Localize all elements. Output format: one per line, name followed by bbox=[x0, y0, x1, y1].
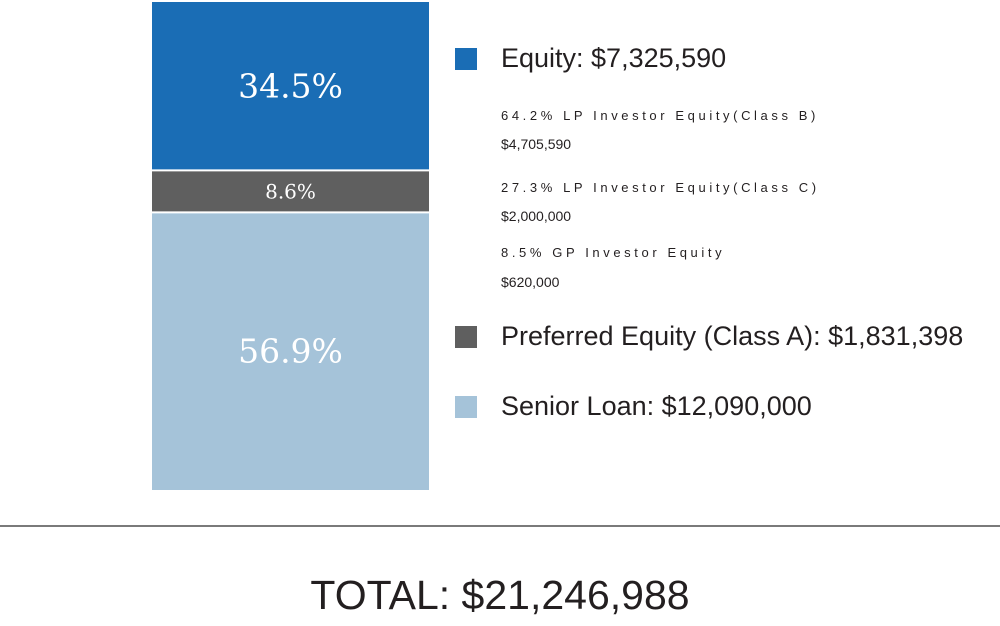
bar-segment-preferred-equity-class-a bbox=[152, 170, 429, 213]
bar-segment-senior-loan bbox=[152, 212, 429, 490]
equity-class-c-label: 27.3% LP Investor Equity(Class C) bbox=[501, 180, 820, 195]
legend-label-preferred-equity: Preferred Equity (Class A): $1,831,398 bbox=[501, 321, 964, 351]
equity-class-b-label: 64.2% LP Investor Equity(Class B) bbox=[501, 108, 819, 123]
equity-gp-label: 8.5% GP Investor Equity bbox=[501, 245, 726, 260]
divider-line bbox=[0, 525, 1000, 527]
legend-label-equity: Equity: $7,325,590 bbox=[501, 43, 727, 73]
legend-item-equity: Equity: $7,325,590 bbox=[455, 43, 726, 74]
stacked-bar-chart: 34.5% 8.6% 56.9% bbox=[152, 2, 429, 490]
legend-swatch-preferred-equity bbox=[455, 325, 477, 348]
data-label-preferred-equity-class-a: 8.6% bbox=[265, 179, 316, 203]
legend-item-senior-loan: Senior Loan: $12,090,000 bbox=[455, 391, 812, 422]
data-label-senior-loan: 56.9% bbox=[238, 332, 343, 371]
total-amount: TOTAL: $21,246,988 bbox=[310, 572, 690, 618]
legend-item-preferred-equity: Preferred Equity (Class A): $1,831,398 bbox=[455, 321, 963, 352]
equity-class-b-amount: $4,705,590 bbox=[501, 136, 572, 152]
equity-class-c-amount: $2,000,000 bbox=[501, 208, 572, 224]
data-label-equity: 34.5% bbox=[238, 67, 343, 106]
equity-gp-amount: $620,000 bbox=[501, 274, 560, 290]
bar-segment-equity bbox=[152, 2, 429, 171]
legend-swatch-senior-loan bbox=[455, 395, 477, 418]
legend-swatch-equity bbox=[455, 47, 477, 70]
legend-label-senior-loan: Senior Loan: $12,090,000 bbox=[501, 391, 812, 421]
